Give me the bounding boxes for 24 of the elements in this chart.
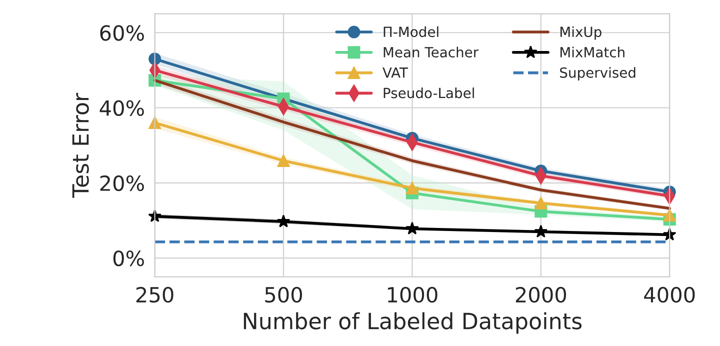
point bbox=[534, 196, 548, 210]
y-tick-label: 60% bbox=[100, 25, 144, 41]
legend-label: Mean Teacher bbox=[384, 46, 479, 58]
point bbox=[276, 214, 290, 228]
legend-label: VAT bbox=[382, 68, 408, 78]
x-tick-label: 500 bbox=[265, 286, 302, 303]
y-tick-label: 0% bbox=[113, 250, 144, 266]
x-axis-title: Number of Labeled Datapoints bbox=[244, 312, 582, 334]
legend-label: Pseudo-Label bbox=[384, 88, 474, 98]
y-tick-label: 40% bbox=[100, 100, 144, 116]
legend-label: MixMatch bbox=[560, 46, 624, 58]
point bbox=[406, 222, 419, 234]
x-tick-label: 4000 bbox=[644, 286, 695, 303]
legend-label: Supervised bbox=[560, 67, 636, 81]
y-tick-label: 20% bbox=[100, 175, 144, 192]
x-tick-label: 1000 bbox=[388, 286, 438, 303]
point bbox=[534, 224, 548, 238]
x-tick-label: 250 bbox=[136, 286, 174, 303]
y-axis-title: Test Error bbox=[72, 92, 89, 198]
legend-label: MixUp bbox=[560, 26, 602, 40]
point bbox=[277, 154, 290, 167]
x-tick-label: 2000 bbox=[516, 286, 566, 303]
legend-label: Π-Model bbox=[384, 26, 438, 38]
point bbox=[406, 182, 418, 194]
